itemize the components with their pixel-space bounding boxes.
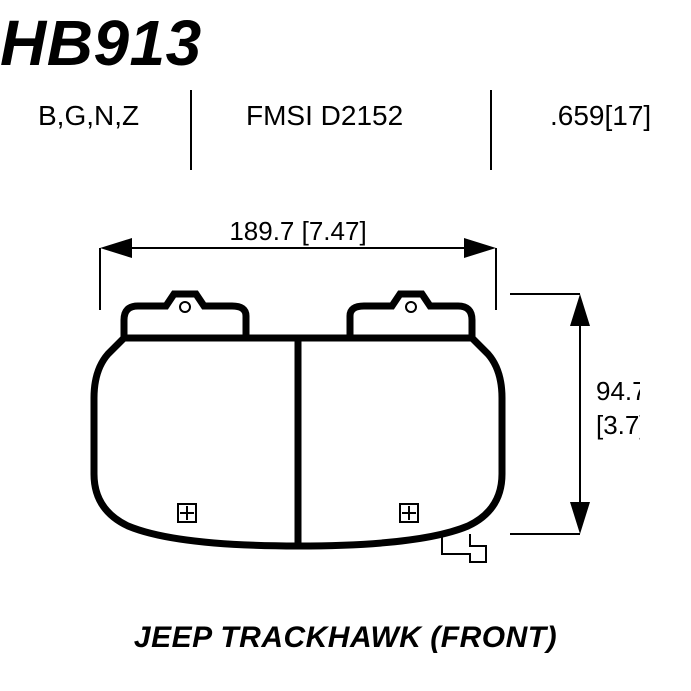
fmsi-cell: FMSI D2152 (246, 100, 403, 132)
divider-1 (190, 90, 192, 170)
height-mm: 94.7 (596, 376, 640, 406)
compounds-cell: B,G,N,Z (38, 100, 139, 132)
width-label: 189.7 [7.47] (229, 216, 366, 246)
height-dimension: 94.7 [3.7] (510, 294, 640, 534)
part-number: HB913 (0, 6, 202, 80)
product-name: JEEP TRACKHAWK (FRONT) (0, 621, 691, 655)
divider-2 (490, 90, 492, 170)
height-in: [3.7] (596, 410, 640, 440)
info-row: B,G,N,Z FMSI D2152 .659[17] (0, 100, 673, 146)
thickness-cell: .659[17] (550, 100, 651, 132)
width-dimension: 189.7 [7.47] (100, 216, 496, 310)
brake-pad-outline (94, 294, 502, 562)
brake-pad-diagram: 189.7 [7.47] 94.7 [3.7] (40, 210, 640, 590)
